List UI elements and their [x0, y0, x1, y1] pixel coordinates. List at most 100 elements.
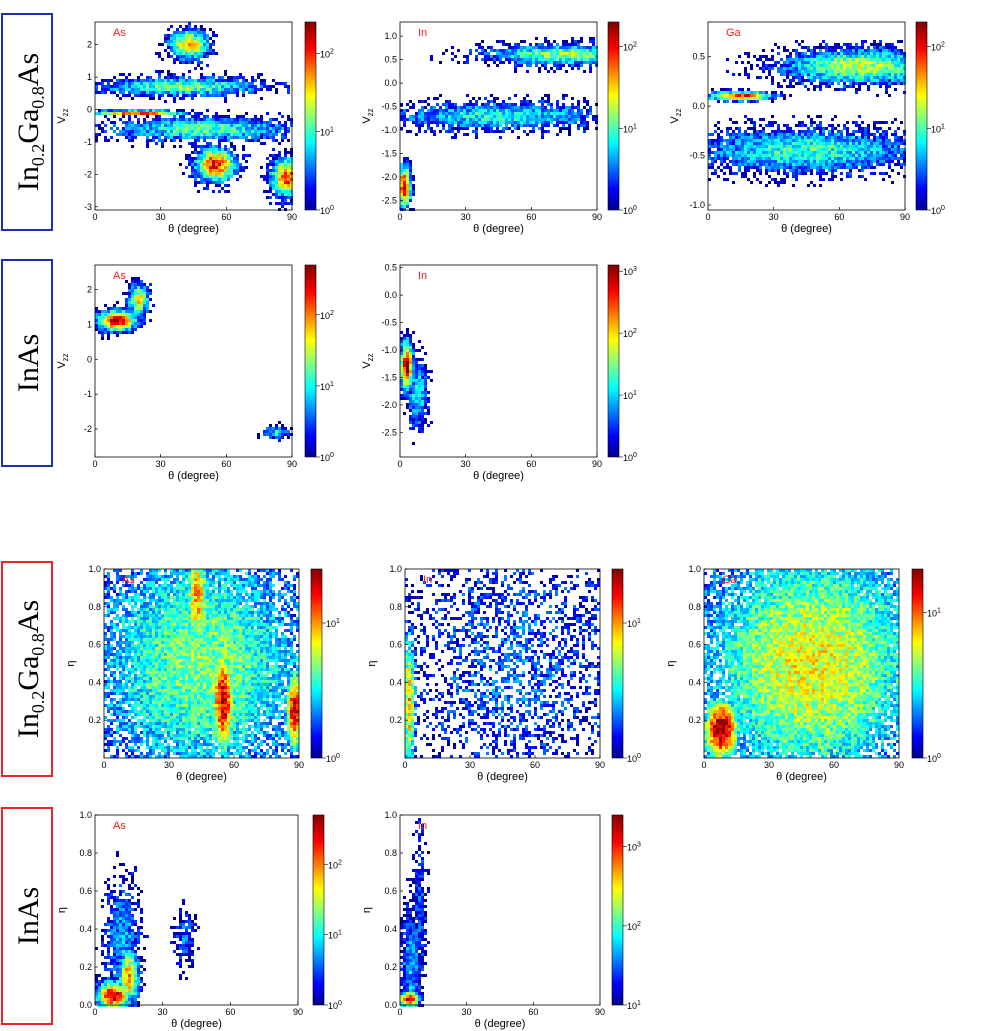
heatmap-cell [215, 151, 218, 154]
heatmap-cell [200, 31, 203, 34]
heatmap-cell [173, 94, 176, 97]
heatmap-cell [218, 124, 221, 127]
heatmap-cell [783, 136, 786, 139]
heatmap-cell [254, 79, 257, 82]
heatmap-cell [427, 409, 430, 412]
heatmap-cell [421, 370, 424, 373]
heatmap-cell [732, 91, 735, 94]
heatmap-cell [520, 40, 523, 43]
heatmap-cell [843, 43, 846, 46]
heatmap-cell [837, 133, 840, 136]
heatmap-cell [801, 163, 804, 166]
heatmap-cell [173, 58, 176, 61]
heatmap-cell [840, 154, 843, 157]
heatmap-cell [278, 151, 281, 154]
heatmap-cell [864, 157, 867, 160]
heatmap-cell [182, 85, 185, 88]
heatmap-cell [547, 58, 550, 61]
heatmap-cell [508, 115, 511, 118]
heatmap-cell [191, 91, 194, 94]
heatmap-cell [720, 169, 723, 172]
heatmap-cell [867, 148, 870, 151]
heatmap-cell [122, 115, 125, 118]
heatmap-cell [236, 163, 239, 166]
y-tick-label: 1 [87, 72, 92, 82]
heatmap-cell [735, 154, 738, 157]
heatmap-cell [194, 112, 197, 115]
heatmap-cell [897, 40, 900, 43]
heatmap-cell [520, 46, 523, 49]
heatmap-cell [143, 319, 146, 322]
colorbar-tick-label: 100 [931, 205, 945, 216]
heatmap-cell [403, 394, 406, 397]
heatmap-cell [729, 148, 732, 151]
heatmap-cell [149, 91, 152, 94]
y-tick-label: 0.0 [692, 101, 705, 111]
heatmap-cell [203, 187, 206, 190]
heatmap-cell [122, 109, 125, 112]
heatmap-cell [559, 61, 562, 64]
heatmap-cell [900, 67, 903, 70]
heatmap-cell [550, 109, 553, 112]
heatmap-cell [523, 106, 526, 109]
heatmap-cell [149, 289, 152, 292]
heatmap-cell [179, 109, 182, 112]
heatmap-cell [173, 91, 176, 94]
heatmap-cell [406, 355, 409, 358]
heatmap-cell [574, 55, 577, 58]
heatmap-cell [562, 43, 565, 46]
heatmap-cell [493, 115, 496, 118]
heatmap-cell [131, 325, 134, 328]
heatmap-cell [535, 52, 538, 55]
heatmap-cell [415, 391, 418, 394]
heatmap-cell [475, 121, 478, 124]
heatmap-cell [460, 121, 463, 124]
heatmap-cell [194, 121, 197, 124]
heatmap-cell [221, 127, 224, 130]
heatmap-cell [870, 82, 873, 85]
heatmap-cell [571, 106, 574, 109]
heatmap-cell [242, 157, 245, 160]
heatmap-cell [140, 85, 143, 88]
heatmap-cell [523, 97, 526, 100]
heatmap-cell [523, 49, 526, 52]
heatmap-cell [559, 46, 562, 49]
heatmap-cell [550, 106, 553, 109]
heatmap-cell [484, 121, 487, 124]
heatmap-cell [227, 572, 230, 575]
heatmap-cell [517, 121, 520, 124]
heatmap-cell [212, 157, 215, 160]
heatmap-cell [272, 184, 275, 187]
heatmap-cell [227, 157, 230, 160]
heatmap-cell [475, 100, 478, 103]
heatmap-cell [200, 55, 203, 58]
heatmap-cell [535, 118, 538, 121]
heatmap-cell [517, 55, 520, 58]
heatmap-cell [738, 91, 741, 94]
heatmap-cell [714, 160, 717, 163]
heatmap-cell [143, 283, 146, 286]
heatmap-cell [810, 181, 813, 184]
heatmap-cell [200, 121, 203, 124]
heatmap-cell [224, 569, 227, 572]
heatmap-cell [200, 154, 203, 157]
heatmap-cell [218, 172, 221, 175]
heatmap-cell [756, 139, 759, 142]
heatmap-cell [188, 88, 191, 91]
heatmap-cell [173, 79, 176, 82]
heatmap-cell [864, 58, 867, 61]
heatmap-cell [194, 572, 197, 575]
heatmap-cell [490, 118, 493, 121]
heatmap-cell [529, 64, 532, 67]
heatmap-cell [538, 67, 541, 70]
heatmap-cell [780, 70, 783, 73]
heatmap-cell [227, 166, 230, 169]
heatmap-cell [179, 34, 182, 37]
heatmap-cell [466, 58, 469, 61]
heatmap-cell [717, 136, 720, 139]
heatmap-cell [858, 163, 861, 166]
heatmap-cell [472, 118, 475, 121]
heatmap-cell [203, 91, 206, 94]
heatmap-cell [870, 61, 873, 64]
heatmap-cell [825, 76, 828, 79]
